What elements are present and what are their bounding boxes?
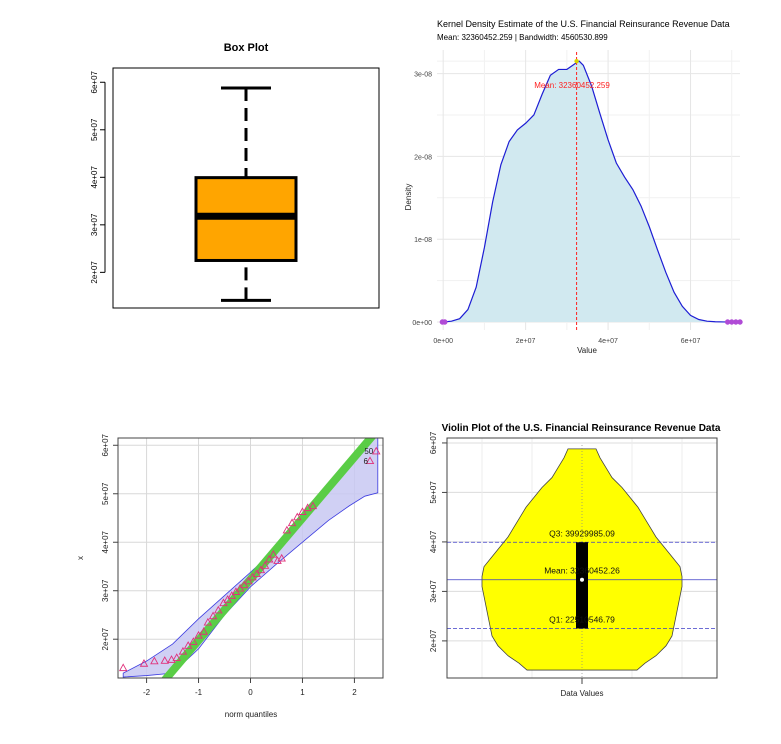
qq-x-tick-label: -2 bbox=[143, 688, 151, 697]
violin-xlabel: Data Values bbox=[561, 689, 604, 698]
violin-y-tick-label: 4e+07 bbox=[429, 530, 438, 553]
box-plot-frame bbox=[112, 67, 380, 309]
qq-x-tick-label: 2 bbox=[352, 688, 357, 697]
kde-y-tick-label: 1e-08 bbox=[414, 237, 432, 244]
qq-point bbox=[298, 507, 307, 515]
qq-point bbox=[223, 595, 232, 603]
violin-y-tick-label: 5e+07 bbox=[429, 481, 438, 504]
qq-y-tick-label: 5e+07 bbox=[101, 482, 110, 505]
qq-y-tick-label: 4e+07 bbox=[101, 530, 110, 553]
violin-q1-label: Q1: 22510546.79 bbox=[549, 614, 615, 624]
qq-point bbox=[167, 655, 176, 663]
qq-point bbox=[240, 580, 249, 589]
kde-subtitle: Mean: 32360452.259 | Bandwidth: 4560530.… bbox=[437, 33, 608, 42]
qq-point bbox=[277, 553, 286, 562]
qq-point bbox=[303, 503, 312, 512]
qq-point bbox=[282, 525, 292, 534]
qq-point bbox=[293, 512, 302, 521]
kde-x-tick-label: 6e+07 bbox=[681, 338, 701, 345]
qq-point bbox=[252, 569, 261, 578]
box-y-tick-label: 2e+07 bbox=[90, 261, 99, 284]
qq-x-tick-label: -1 bbox=[195, 688, 203, 697]
qq-reference-line bbox=[161, 438, 376, 678]
qq-point bbox=[244, 576, 253, 585]
qq-x-tick-label: 0 bbox=[248, 688, 253, 697]
qq-point bbox=[118, 663, 128, 672]
qq-panel: 650 -2 -1 0 1 2 2e+07 3e+07 4e+07 5e+07 6e+07 nor… bbox=[76, 433, 384, 719]
kde-rug-point bbox=[442, 319, 448, 325]
violin-q3-label: Q3: 39929985.09 bbox=[549, 528, 615, 538]
kde-x-tick-label: 2e+07 bbox=[516, 338, 536, 345]
qq-point bbox=[256, 565, 266, 574]
kde-xlabel: Value bbox=[577, 346, 597, 355]
qq-point bbox=[183, 641, 193, 649]
kde-rug-point bbox=[737, 319, 743, 325]
violin-panel: Violin Plot of the U.S. Financial Reinsu… bbox=[429, 423, 721, 698]
qq-y-tick-label: 2e+07 bbox=[101, 627, 110, 650]
qq-y-tick-label: 6e+07 bbox=[101, 433, 110, 456]
qq-point bbox=[172, 653, 181, 661]
violin-y-tick-label: 3e+07 bbox=[429, 580, 438, 603]
qq-y-tick-label: 3e+07 bbox=[101, 579, 110, 602]
kde-y-tick-label: 2e-08 bbox=[414, 154, 432, 161]
qq-xlabel: norm quantiles bbox=[225, 710, 277, 719]
kde-x-tick-label: 0e+00 bbox=[433, 338, 453, 345]
kde-y-tick-label: 3e-08 bbox=[414, 72, 432, 79]
qq-point bbox=[273, 556, 282, 564]
qq-point bbox=[264, 554, 274, 563]
violin-median-point bbox=[580, 577, 584, 582]
qq-point bbox=[199, 627, 208, 635]
qq-point-label: 50 bbox=[364, 447, 373, 456]
box-plot-title: Box Plot bbox=[224, 42, 269, 54]
kde-panel: Kernel Density Estimate of the U.S. Fina… bbox=[404, 19, 743, 355]
kde-ylabel: Density bbox=[404, 184, 413, 211]
qq-point bbox=[227, 591, 237, 599]
qq-point-label: 6 bbox=[364, 457, 369, 466]
box-y-tick-label: 4e+07 bbox=[90, 166, 99, 189]
qq-point bbox=[287, 518, 297, 527]
box-plot-panel: Box Plot 2e+07 3e+07 4e+07 5e+07 6e+07 bbox=[90, 42, 380, 309]
qq-point bbox=[308, 501, 318, 510]
qq-point bbox=[365, 456, 375, 465]
qq-point bbox=[150, 656, 159, 665]
qq-ylabel: x bbox=[76, 556, 85, 560]
qq-point bbox=[260, 561, 270, 569]
qq-point bbox=[371, 446, 381, 455]
kde-x-tick-label: 4e+07 bbox=[598, 338, 618, 345]
violin-mean-label: Mean: 32360452.26 bbox=[544, 566, 620, 576]
box-y-tick-label: 5e+07 bbox=[90, 118, 99, 141]
qq-x-tick-label: 1 bbox=[300, 688, 305, 697]
qq-point bbox=[189, 637, 198, 645]
qq-point bbox=[269, 549, 278, 558]
kde-title: Kernel Density Estimate of the U.S. Fina… bbox=[437, 19, 730, 29]
violin-y-tick-label: 2e+07 bbox=[429, 629, 438, 652]
kde-mean-label: Mean: 32360452.259 bbox=[534, 81, 610, 90]
qq-point bbox=[208, 611, 218, 620]
kde-peak-marker bbox=[574, 58, 579, 64]
kde-density-area bbox=[443, 61, 732, 322]
kde-y-tick-label: 0e+00 bbox=[412, 320, 432, 327]
qq-point bbox=[214, 605, 223, 614]
qq-clipped-group: 650 bbox=[118, 438, 381, 678]
qq-point bbox=[178, 646, 188, 655]
violin-title: Violin Plot of the U.S. Financial Reinsu… bbox=[442, 423, 721, 434]
violin-y-tick-label: 6e+07 bbox=[429, 431, 438, 454]
box-y-tick-label: 3e+07 bbox=[90, 213, 99, 236]
violin-iqr-box bbox=[576, 542, 588, 629]
qq-point bbox=[194, 630, 203, 639]
qq-point bbox=[139, 659, 149, 667]
box-y-tick-label: 6e+07 bbox=[90, 70, 99, 93]
kde-density-line bbox=[443, 60, 732, 323]
qq-point bbox=[203, 617, 213, 626]
qq-point bbox=[160, 656, 170, 664]
